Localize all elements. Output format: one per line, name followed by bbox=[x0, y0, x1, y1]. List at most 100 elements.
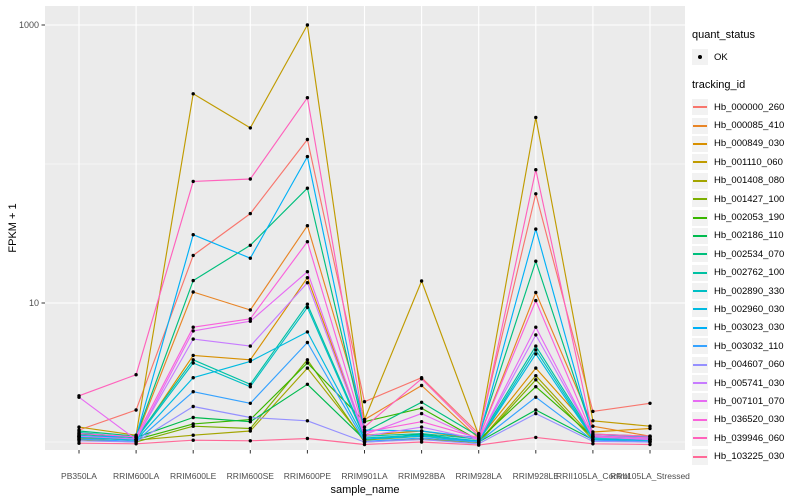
data-point bbox=[591, 409, 595, 414]
legend-line-swatch bbox=[693, 418, 707, 421]
data-point bbox=[248, 211, 252, 216]
data-point bbox=[534, 227, 538, 231]
legend-item-label: Hb_002534_070 bbox=[714, 248, 785, 260]
x-axis-tick-label: RRII105LA_Stressed bbox=[610, 471, 690, 481]
data-point bbox=[419, 420, 424, 424]
data-point bbox=[305, 305, 310, 310]
data-point bbox=[591, 419, 595, 423]
data-point bbox=[419, 411, 424, 416]
data-point bbox=[591, 442, 595, 446]
x-axis-tick-label: RRIM928LE bbox=[513, 471, 560, 481]
data-point bbox=[648, 401, 652, 405]
data-point bbox=[534, 435, 538, 440]
point-icon bbox=[698, 55, 702, 59]
legend-item-label: Hb_039946_060 bbox=[714, 432, 785, 444]
data-point bbox=[648, 424, 652, 428]
data-point bbox=[305, 240, 310, 244]
gridlines bbox=[45, 6, 685, 450]
data-point bbox=[191, 290, 195, 294]
data-point bbox=[534, 259, 538, 263]
legend-item-label: Hb_003032_110 bbox=[714, 340, 784, 352]
data-point bbox=[248, 344, 252, 348]
data-point bbox=[191, 253, 195, 258]
legend-line-swatch bbox=[693, 455, 707, 458]
legend-key-box bbox=[692, 227, 708, 244]
data-point bbox=[77, 441, 81, 445]
x-axis-tick-label: RRIM600PE bbox=[284, 471, 332, 481]
legend-key-box bbox=[692, 430, 708, 447]
legend-item-label: Hb_002186_110 bbox=[714, 230, 784, 242]
legend: quant_status OK tracking_id Hb_000000_26… bbox=[692, 29, 798, 466]
legend-item: Hb_000085_410 bbox=[692, 116, 798, 134]
data-point bbox=[305, 281, 310, 285]
data-point bbox=[534, 374, 538, 378]
data-point bbox=[362, 420, 367, 424]
legend-line-swatch bbox=[693, 400, 707, 403]
data-point bbox=[534, 378, 538, 382]
data-point bbox=[648, 434, 652, 438]
data-point bbox=[648, 442, 652, 447]
data-point bbox=[191, 422, 195, 426]
legend-line-swatch bbox=[693, 253, 707, 256]
data-point bbox=[305, 382, 310, 386]
data-point bbox=[534, 168, 538, 172]
data-point bbox=[77, 425, 81, 429]
legend-key-box bbox=[692, 319, 708, 336]
legend-key-box bbox=[692, 209, 708, 226]
legend-key-box bbox=[692, 191, 708, 208]
legend-key-box bbox=[692, 338, 708, 355]
legend-line-swatch bbox=[693, 345, 707, 348]
data-point bbox=[305, 224, 310, 228]
data-point bbox=[419, 383, 424, 388]
legend-key-box bbox=[692, 375, 708, 392]
data-point bbox=[248, 308, 252, 312]
legend-key-box bbox=[692, 411, 708, 428]
legend-item: Hb_001427_100 bbox=[692, 190, 798, 208]
legend-item-label: Hb_000085_410 bbox=[714, 120, 785, 132]
data-point bbox=[305, 270, 310, 274]
data-point bbox=[248, 243, 252, 247]
data-point bbox=[419, 406, 424, 410]
legend-title-quant-status: quant_status bbox=[692, 29, 755, 41]
legend-key-box bbox=[692, 393, 708, 410]
data-point bbox=[534, 192, 538, 196]
legend-item-label: Hb_002762_100 bbox=[714, 267, 785, 279]
data-point bbox=[534, 408, 538, 412]
data-point bbox=[305, 340, 310, 345]
data-point bbox=[534, 333, 538, 337]
legend-item: Hb_003032_110 bbox=[692, 337, 798, 355]
data-point bbox=[362, 400, 367, 404]
data-point bbox=[191, 390, 195, 394]
data-point bbox=[248, 319, 252, 323]
data-point bbox=[305, 154, 310, 159]
legend-item: Hb_000000_260 bbox=[692, 98, 798, 116]
legend-line-swatch bbox=[693, 382, 707, 385]
legend-key-box bbox=[692, 246, 708, 263]
data-point bbox=[534, 115, 538, 120]
legend-line-swatch bbox=[693, 308, 707, 311]
legend-item: Hb_036520_030 bbox=[692, 411, 798, 429]
data-point bbox=[362, 425, 367, 429]
data-point bbox=[77, 394, 81, 398]
legend-item: Hb_004607_060 bbox=[692, 355, 798, 373]
data-point bbox=[534, 348, 538, 352]
data-point bbox=[191, 92, 195, 96]
data-point bbox=[134, 408, 138, 412]
legend-key-box bbox=[692, 135, 708, 152]
legend-key-box bbox=[692, 301, 708, 318]
legend-line-swatch bbox=[693, 326, 707, 329]
data-point bbox=[419, 440, 424, 444]
y-axis-tick-label: 10 bbox=[29, 298, 39, 308]
data-point bbox=[248, 359, 252, 364]
legend-item-label: Hb_002053_190 bbox=[714, 212, 785, 224]
data-point bbox=[477, 434, 481, 438]
y-axis-title: FPKM + 1 bbox=[7, 203, 19, 253]
legend-key-box bbox=[692, 117, 708, 134]
legend-line-swatch bbox=[693, 161, 707, 164]
data-point bbox=[248, 420, 252, 424]
legend-item-ok: OK bbox=[692, 48, 798, 66]
legend-item: Hb_001408_080 bbox=[692, 172, 798, 190]
data-point bbox=[591, 439, 595, 444]
legend-item-label: Hb_000000_260 bbox=[714, 101, 785, 113]
data-point bbox=[191, 376, 195, 380]
